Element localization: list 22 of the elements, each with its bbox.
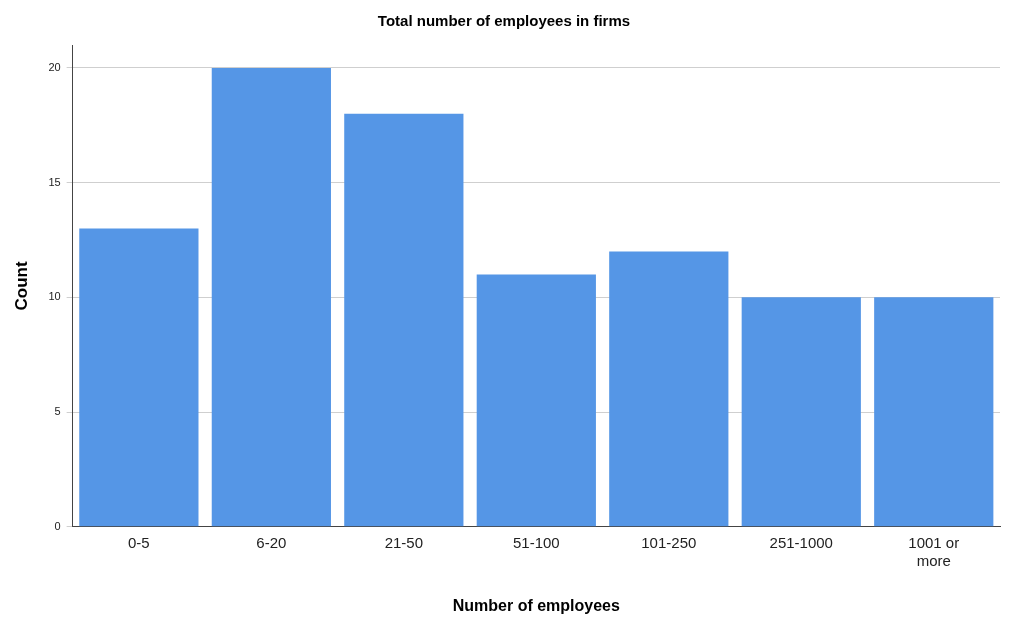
x-tick-label: 21-50: [384, 533, 424, 551]
bar: [609, 251, 729, 527]
bar: [211, 67, 331, 527]
x-tick-label: 251-1000: [769, 533, 833, 551]
y-tick-label: 0: [54, 519, 61, 532]
x-tick-label: 0-5: [128, 533, 150, 551]
y-tick-label: 15: [48, 175, 61, 188]
y-tick-label: 5: [54, 405, 61, 418]
bar: [79, 228, 199, 527]
x-tick-label: 101-250: [641, 533, 697, 551]
x-axis-title: Number of employees: [452, 596, 620, 614]
y-tick-label: 10: [48, 290, 61, 303]
x-tick-label: 51-100: [512, 533, 560, 551]
bar: [874, 297, 994, 527]
y-tick-label: 20: [48, 60, 61, 73]
bar: [344, 113, 464, 527]
bar: [741, 297, 861, 527]
chart-title: Total number of employees in firms: [377, 12, 631, 30]
x-tick-label: 6-20: [256, 533, 287, 551]
y-axis-title: Count: [11, 261, 31, 311]
bar: [476, 274, 596, 527]
x-tick-label: 1001 or more: [908, 533, 960, 569]
